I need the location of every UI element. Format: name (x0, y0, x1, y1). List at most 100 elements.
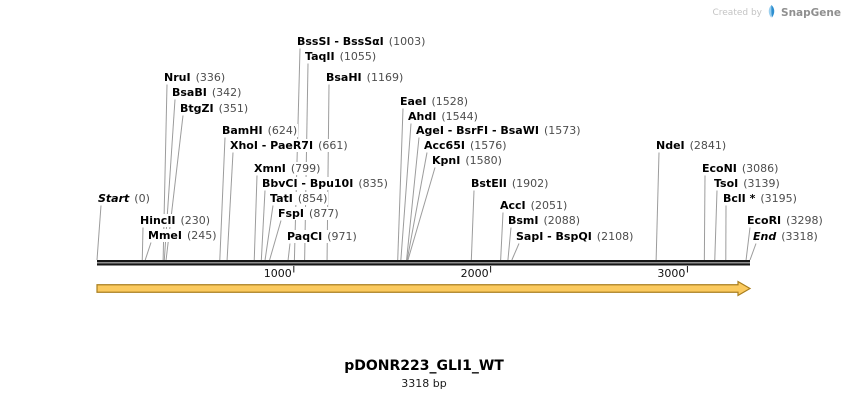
site-position: (1003) (388, 35, 426, 48)
restriction-site-label[interactable]: BclI * (3195) (722, 192, 798, 205)
site-leader-line (293, 48, 301, 261)
site-position: (1902) (511, 177, 549, 190)
enzyme-name: TatI (270, 192, 293, 205)
site-position: (3086) (741, 162, 779, 175)
site-leader-line (304, 63, 309, 261)
site-leader-line (260, 190, 266, 261)
restriction-site-label[interactable]: XhoI - PaeR7I (661) (229, 139, 349, 152)
sequence-length: 3318 bp (401, 377, 447, 390)
site-leader-line (400, 123, 412, 261)
restriction-site-label[interactable]: Start (0) (97, 192, 151, 205)
site-position: (2108) (596, 230, 634, 243)
restriction-site-label[interactable]: BssSI - BssSαI (1003) (296, 35, 427, 48)
sequence-title: pDONR223_GLI1_WT (344, 358, 504, 374)
site-position: (835) (358, 177, 388, 190)
enzyme-name: BsaBI (172, 86, 207, 99)
site-position: (245) (186, 229, 217, 242)
restriction-site-label[interactable]: BsaBI (342) (171, 86, 243, 99)
restriction-site-label[interactable]: SapI - BspQI (2108) (515, 230, 635, 243)
enzyme-name: XhoI - PaeR7I (230, 139, 314, 152)
restriction-site-label[interactable]: AccI (2051) (499, 199, 569, 212)
site-position: (342) (211, 86, 242, 99)
restriction-site-label[interactable]: Acc65I (1576) (423, 139, 508, 152)
credit-watermark: Created by SnapGene (712, 3, 841, 22)
enzyme-name: Acc65I (424, 139, 465, 152)
site-position: (971) (327, 230, 357, 243)
restriction-site-label[interactable]: FspI (877) (277, 207, 340, 220)
site-position: (1528) (431, 95, 469, 108)
enzyme-name: BamHI (222, 124, 263, 137)
site-leader-line (407, 167, 436, 261)
enzyme-name: KpnI (432, 154, 461, 167)
restriction-site-label[interactable]: TsoI (3139) (713, 177, 781, 190)
restriction-site-label[interactable]: AhdI (1544) (407, 110, 479, 123)
site-position: (854) (297, 192, 328, 205)
site-leader-line (511, 243, 520, 261)
site-leader-line (703, 175, 706, 261)
site-position: (3195) (760, 192, 797, 205)
enzyme-name: BbvCI - Bpu10I (262, 177, 354, 190)
site-position: (624) (267, 124, 298, 137)
site-leader-line (406, 137, 420, 261)
restriction-site-label[interactable]: BbvCI - Bpu10I (835) (261, 177, 389, 190)
restriction-site-label[interactable]: EcoNI (3086) (701, 162, 780, 175)
site-leader-line (269, 220, 282, 261)
restriction-site-label[interactable]: End (3318) (752, 230, 819, 243)
site-leader-line (507, 227, 512, 261)
site-position: (1544) (441, 110, 478, 123)
enzyme-name: Start (98, 192, 130, 205)
restriction-site-label[interactable]: XmnI (799) (253, 162, 322, 175)
restriction-site-label[interactable]: NruI (336) (163, 71, 227, 84)
enzyme-name: EaeI (400, 95, 427, 108)
site-leader-line (397, 108, 404, 261)
site-position: (3318) (781, 230, 818, 243)
restriction-site-label[interactable]: KpnI (1580) (431, 154, 503, 167)
site-leader-line (96, 205, 102, 261)
site-leader-line (406, 152, 428, 261)
restriction-site-label[interactable]: BsmI (2088) (507, 214, 582, 227)
restriction-site-label[interactable]: HincII (230) (139, 214, 212, 227)
enzyme-name: AccI (500, 199, 526, 212)
enzyme-name: BclI * (723, 192, 756, 205)
site-leader-line (470, 190, 475, 261)
enzyme-name: NdeI (656, 139, 685, 152)
site-leader-line (144, 242, 152, 261)
site-leader-line (253, 175, 258, 261)
created-by-text: Created by (712, 7, 763, 18)
restriction-site-label[interactable]: BtgZI (351) (179, 102, 250, 115)
enzyme-name: BsaHI (326, 71, 362, 84)
site-leader-line (219, 137, 226, 261)
site-position: (1576) (469, 139, 507, 152)
restriction-site-label[interactable]: EcoRI (3298) (746, 214, 824, 227)
site-leader-line (141, 227, 144, 261)
site-position: (661) (318, 139, 348, 152)
restriction-site-label[interactable]: BstEII (1902) (470, 177, 550, 190)
restriction-site-label[interactable]: EaeI (1528) (399, 95, 470, 108)
restriction-site-label[interactable]: BsaHI (1169) (325, 71, 405, 84)
restriction-site-label[interactable]: BamHI (624) (221, 124, 299, 137)
enzyme-name: NruI (164, 71, 191, 84)
snapgene-logo-icon (766, 3, 777, 22)
site-leader-line (287, 243, 291, 261)
restriction-site-label[interactable]: MmeI (245) (147, 229, 218, 242)
restriction-site-label[interactable]: TaqII (1055) (304, 50, 378, 63)
site-position: (877) (309, 207, 339, 220)
site-leader-line (749, 243, 757, 261)
site-leader-line (745, 227, 751, 261)
enzyme-name: BssSI - BssSαI (297, 35, 384, 48)
restriction-site-label[interactable]: AgeI - BsrFI - BsaWI (1573) (415, 124, 582, 137)
enzyme-name: TaqII (305, 50, 335, 63)
enzyme-name: MmeI (148, 229, 182, 242)
site-leader-line (500, 212, 504, 261)
restriction-site-label[interactable]: NdeI (2841) (655, 139, 728, 152)
site-position: (2088) (543, 214, 581, 227)
site-position: (1573) (543, 124, 581, 137)
site-position: (1055) (339, 50, 377, 63)
restriction-site-label[interactable]: TatI (854) (269, 192, 329, 205)
site-position: (2841) (689, 139, 727, 152)
feature-arrow[interactable] (96, 280, 752, 297)
site-position: (1580) (465, 154, 502, 167)
restriction-site-label[interactable]: PaqCI (971) (286, 230, 358, 243)
